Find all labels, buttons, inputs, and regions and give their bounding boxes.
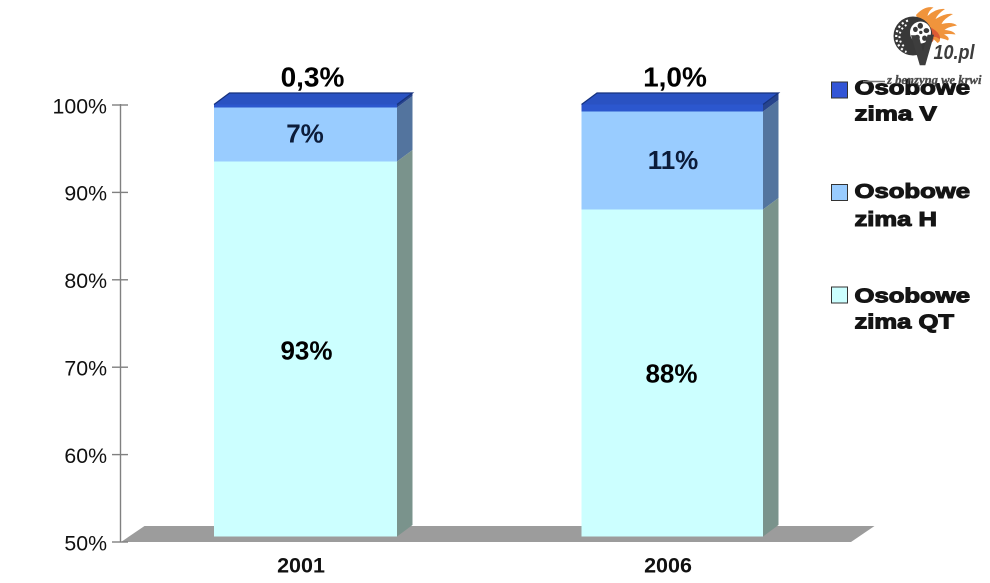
svg-text:zima V: zima V [855, 102, 938, 124]
svg-text:93%: 93% [280, 336, 332, 366]
svg-text:80%: 80% [64, 269, 107, 293]
svg-text:100%: 100% [53, 94, 108, 118]
svg-text:11%: 11% [648, 145, 699, 175]
svg-text:z benzyną we krwi: z benzyną we krwi [886, 73, 982, 87]
svg-text:50%: 50% [64, 531, 107, 555]
svg-text:2001: 2001 [277, 554, 325, 578]
svg-text:2006: 2006 [644, 554, 692, 578]
svg-text:Osobowe: Osobowe [855, 284, 970, 307]
svg-text:zima H: zima H [855, 208, 938, 231]
svg-text:1,0%: 1,0% [643, 62, 707, 93]
svg-text:10.pl: 10.pl [934, 41, 976, 64]
svg-text:7%: 7% [286, 119, 324, 149]
svg-text:70%: 70% [64, 357, 107, 381]
svg-text:0,3%: 0,3% [281, 62, 345, 93]
svg-text:60%: 60% [64, 444, 107, 468]
svg-text:zima QT: zima QT [855, 310, 954, 333]
svg-text:Osobowe: Osobowe [855, 180, 970, 203]
svg-text:90%: 90% [64, 182, 107, 206]
svg-text:88%: 88% [645, 359, 697, 389]
